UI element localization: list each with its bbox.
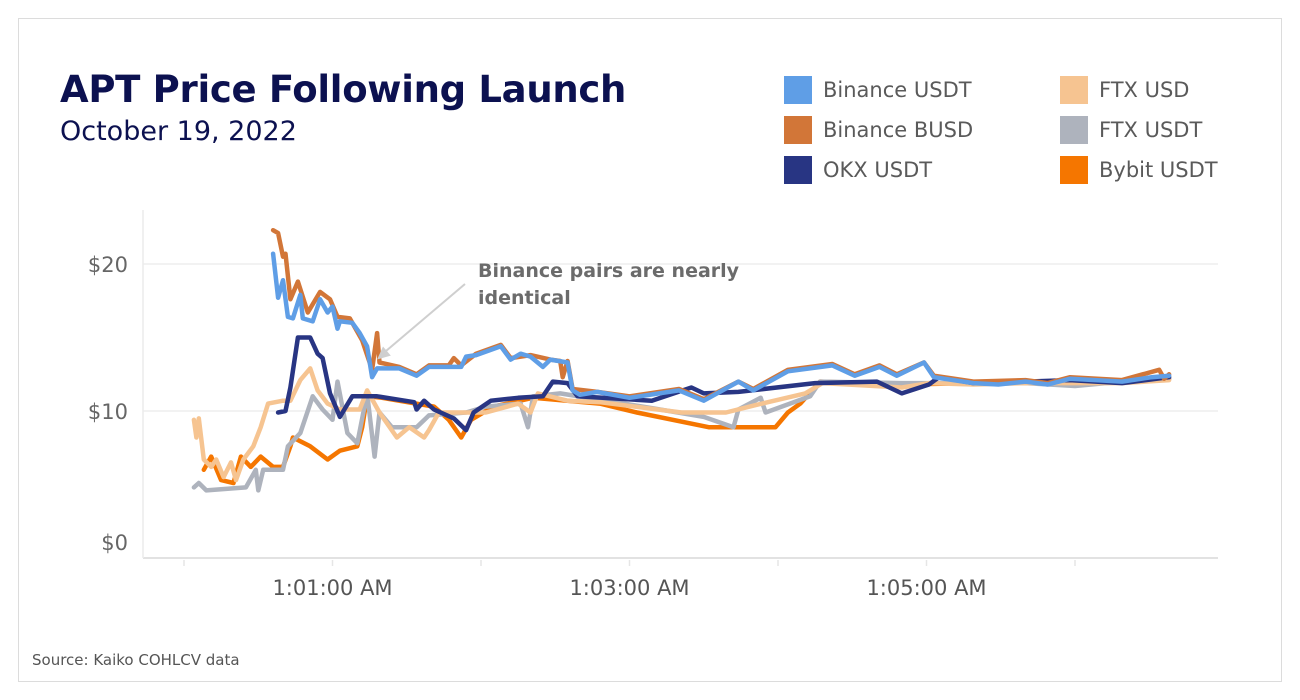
chart-subtitle: October 19, 2022 <box>60 116 297 147</box>
legend-item[interactable]: OKX USDT <box>784 156 932 184</box>
legend-label: FTX USD <box>1099 78 1190 102</box>
x-tick-label: 1:05:00 AM <box>866 576 986 600</box>
legend-label: Binance BUSD <box>823 118 974 142</box>
legend-label: OKX USDT <box>823 158 933 182</box>
y-tick-label: $0 <box>101 531 128 555</box>
legend-item[interactable]: Binance USDT <box>784 76 972 104</box>
series-line-ftx-usdt <box>191 376 1172 493</box>
legend-item[interactable]: Binance BUSD <box>784 116 973 144</box>
y-tick-label: $10 <box>88 400 128 424</box>
series-line-okx-usdt <box>275 335 1172 433</box>
annotation-text: identical <box>478 287 571 309</box>
x-tick-label: 1:01:00 AM <box>272 576 392 600</box>
x-tick-label: 1:03:00 AM <box>569 576 689 600</box>
annotation-arrowhead-icon <box>377 346 391 360</box>
legend-swatch <box>1060 76 1088 104</box>
legend-swatch <box>1060 156 1088 184</box>
series-line-binance-usdt <box>270 251 1172 403</box>
legend-label: FTX USDT <box>1099 118 1203 142</box>
chart-card <box>18 18 1282 682</box>
legend-swatch <box>784 156 812 184</box>
annotation-arrow <box>382 283 466 355</box>
legend-swatch <box>784 76 812 104</box>
source-note: Source: Kaiko COHLCV data <box>32 651 240 669</box>
legend-swatch <box>1060 116 1088 144</box>
legend-item[interactable]: Bybit USDT <box>1060 156 1218 184</box>
chart-title: APT Price Following Launch <box>60 68 627 111</box>
legend-label: Bybit USDT <box>1099 158 1218 182</box>
legend-swatch <box>784 116 812 144</box>
legend-item[interactable]: FTX USD <box>1060 76 1189 104</box>
series-line-ftx-usd <box>191 366 1172 483</box>
annotation-text: Binance pairs are nearly <box>478 260 740 282</box>
legend-item[interactable]: FTX USDT <box>1060 116 1202 144</box>
legend-label: Binance USDT <box>823 78 972 102</box>
y-tick-label: $20 <box>88 253 128 277</box>
